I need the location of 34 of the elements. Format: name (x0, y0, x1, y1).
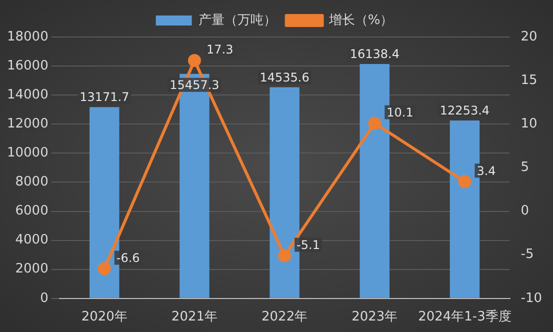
y-tick-label: 18000 (6, 29, 48, 44)
y2-tick-label: -5 (520, 247, 534, 262)
y-tick-label: 16000 (6, 58, 48, 74)
x-tick-label: 2024年1-3季度 (418, 308, 512, 325)
y-tick-label: 8000 (15, 174, 48, 190)
y-tick-label: 0 (40, 290, 48, 306)
x-tick-label: 2020年 (81, 310, 128, 325)
data-label: 16138.4 (350, 47, 400, 62)
x-tick-label: 2023年 (352, 310, 398, 325)
y-tick-label: 10000 (6, 146, 48, 161)
y2-tick-label: -10 (520, 290, 542, 306)
y2-tick-label: 0 (520, 204, 530, 219)
y2-tick-label: 10 (520, 116, 538, 132)
data-label: 17.3 (206, 42, 234, 57)
data-label: 12253.4 (440, 104, 490, 118)
data-label: 14535.6 (260, 70, 310, 84)
data-label: 13171.7 (80, 90, 130, 104)
legend-label: 产量（万吨） (198, 12, 276, 28)
y-tick-label: 12000 (6, 116, 48, 132)
x-tick-label: 2021年 (171, 310, 218, 325)
y2-tick-label: 5 (520, 160, 530, 176)
y2-tick-label: 20 (520, 29, 538, 44)
y-tick-label: 4000 (15, 232, 48, 248)
x-tick-label: 2022年 (262, 310, 308, 325)
y-tick-label: 6000 (15, 204, 48, 219)
data-label: 10.1 (386, 105, 414, 120)
data-label: -6.6 (116, 250, 140, 265)
y2-tick-label: 15 (520, 72, 538, 88)
data-label: 3.4 (476, 164, 496, 178)
data-label: 15457.3 (170, 78, 220, 92)
y-tick-label: 2000 (15, 262, 48, 277)
legend-label: 增长（%） (328, 12, 394, 28)
data-label: -5.1 (296, 238, 320, 252)
y-tick-label: 14000 (6, 87, 48, 102)
